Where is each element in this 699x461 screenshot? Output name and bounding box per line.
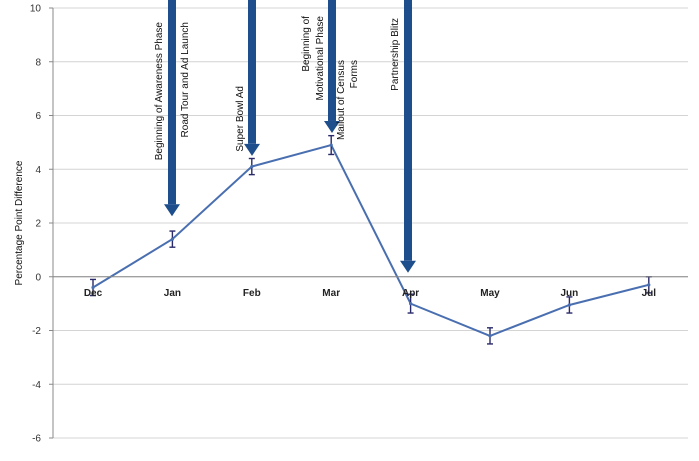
series-line <box>92 143 650 337</box>
x-tick-label: Feb <box>243 288 261 299</box>
annotation-arrow-head <box>400 260 416 273</box>
data-point <box>647 283 651 287</box>
data-series <box>90 134 652 345</box>
x-tick-label: Jun <box>561 288 579 299</box>
data-point <box>250 164 254 169</box>
y-tick-label: 2 <box>35 219 41 230</box>
annotation-arrow-shaft <box>404 0 412 261</box>
x-tick-label: May <box>480 288 500 299</box>
x-axis: Dec Jan Feb Mar Apr May Jun Jul <box>53 276 688 299</box>
annotation-label: Forms <box>349 60 360 88</box>
y-tick-label: 6 <box>35 111 41 122</box>
annotation-label: Partnership Blitz <box>390 18 401 91</box>
y-axis: -6 -4 -2 0 2 4 6 8 10 <box>30 4 54 445</box>
x-tick-label: Dec <box>84 288 103 299</box>
data-point <box>409 302 413 306</box>
annotation-label: Beginning of Awareness Phase <box>154 22 165 161</box>
y-tick-label: -4 <box>32 380 41 391</box>
y-axis-label: Percentage Point Difference <box>14 160 25 285</box>
data-point <box>91 285 95 290</box>
annotation-label: Super Bowl Ad <box>235 86 246 152</box>
x-tick-label: Mar <box>322 288 340 299</box>
annotation-label: Road Tour and Ad Launch <box>180 22 191 137</box>
data-point <box>170 237 174 241</box>
y-tick-label: -6 <box>32 434 41 445</box>
annotation-label: Mailout of Census <box>336 60 347 140</box>
annotation-arrow-shaft <box>248 0 256 144</box>
y-tick-label: 4 <box>35 165 41 176</box>
annotation-arrow-shaft <box>168 0 176 205</box>
y-tick-label: 0 <box>35 272 41 283</box>
y-tick-label: 8 <box>35 57 41 68</box>
x-tick-label: Jan <box>164 288 181 299</box>
annotation-label: Motivational Phase <box>315 16 326 101</box>
x-tick-label: Jul <box>642 288 657 299</box>
annotation-arrow-head <box>164 204 180 217</box>
data-point <box>567 303 572 307</box>
annotation-arrow-shaft <box>328 0 336 121</box>
y-tick-label: -2 <box>32 326 41 337</box>
annotation-label: Beginning of <box>301 16 312 72</box>
annotations: Beginning of Awareness Phase Road Tour an… <box>154 0 416 273</box>
annotation-arrow-head <box>244 143 260 156</box>
data-point <box>329 143 333 147</box>
annotation-arrow-head <box>324 120 340 133</box>
data-point <box>488 334 492 338</box>
y-tick-label: 10 <box>30 4 42 15</box>
x-tick-label: Apr <box>402 288 419 299</box>
